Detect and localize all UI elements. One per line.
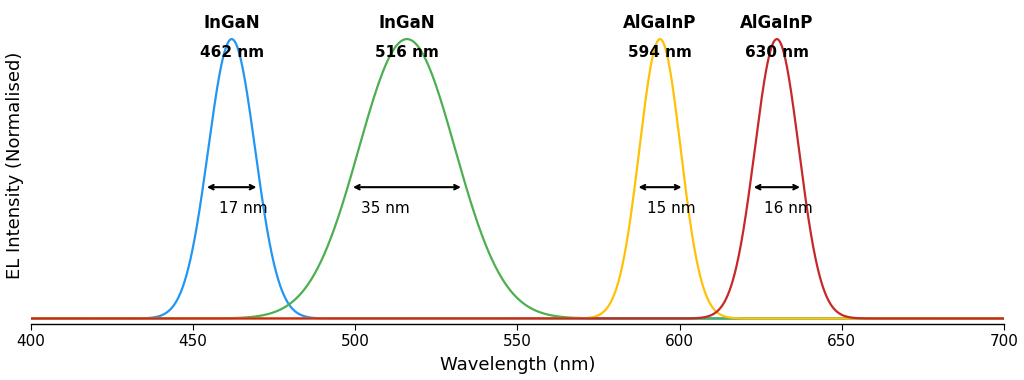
Text: 15 nm: 15 nm: [647, 201, 695, 216]
Y-axis label: EL Intensity (Normalised): EL Intensity (Normalised): [5, 51, 24, 279]
Text: 516 nm: 516 nm: [375, 45, 439, 60]
X-axis label: Wavelength (nm): Wavelength (nm): [439, 356, 595, 374]
Text: InGaN: InGaN: [204, 14, 260, 32]
Text: 35 nm: 35 nm: [361, 201, 411, 216]
Text: AlGaInP: AlGaInP: [740, 14, 813, 32]
Text: 630 nm: 630 nm: [744, 45, 809, 60]
Text: 462 nm: 462 nm: [200, 45, 264, 60]
Text: 594 nm: 594 nm: [628, 45, 692, 60]
Text: InGaN: InGaN: [379, 14, 435, 32]
Text: 16 nm: 16 nm: [764, 201, 813, 216]
Text: AlGaInP: AlGaInP: [624, 14, 696, 32]
Text: 17 nm: 17 nm: [219, 201, 267, 216]
